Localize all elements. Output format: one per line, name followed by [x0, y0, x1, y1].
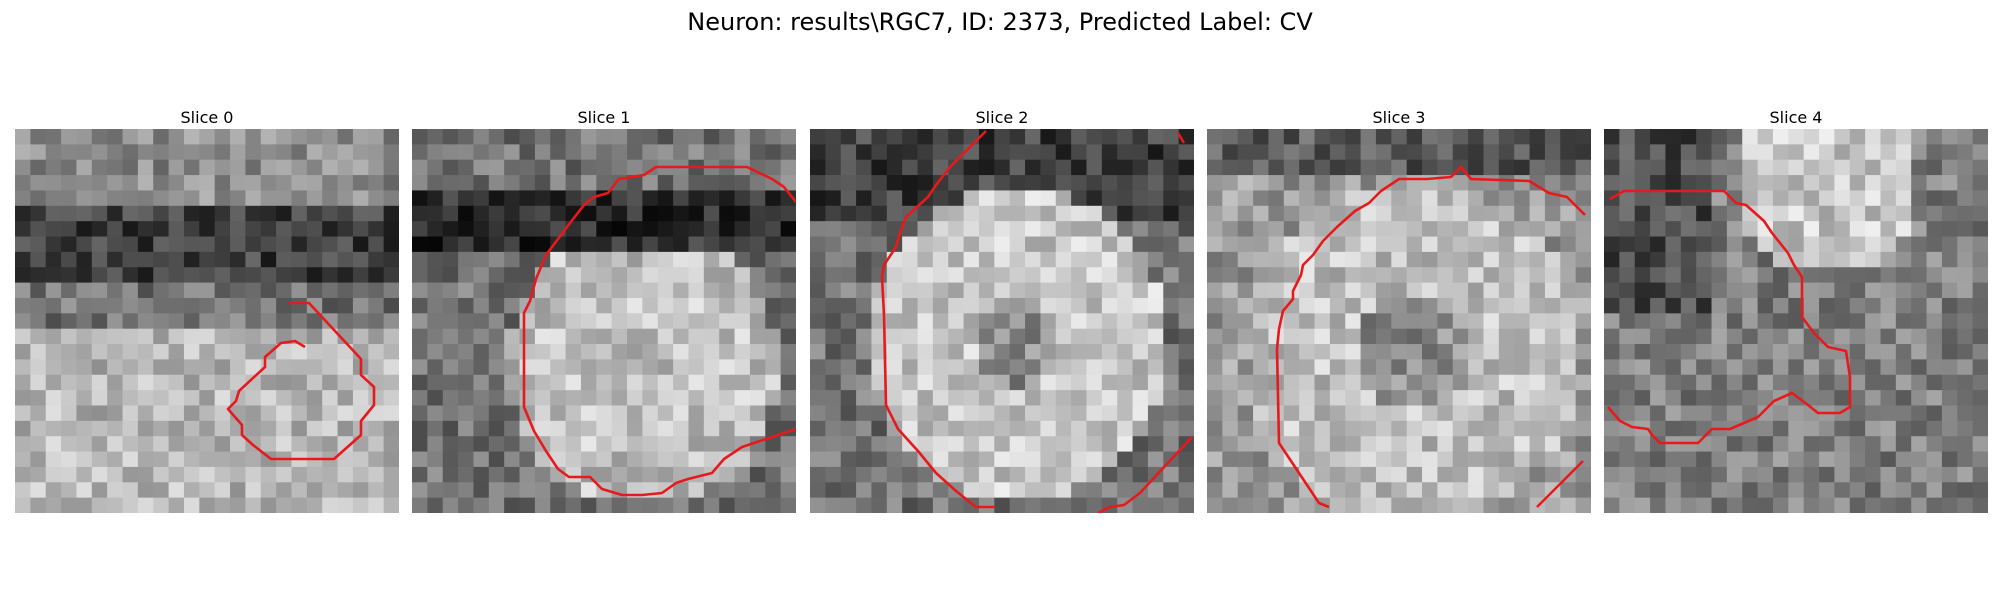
slice-image-0 [15, 129, 399, 513]
contour-line-3b [1536, 460, 1584, 508]
slice-title-4: Slice 4 [1769, 108, 1823, 127]
slice-pixels-1 [412, 129, 796, 513]
slice-panel-3: Slice 3 [1207, 107, 1591, 513]
contour-line-4 [1607, 189, 1852, 445]
contour-line-2c [1097, 436, 1193, 513]
slice-panel-0: Slice 0 [15, 107, 399, 513]
contour-overlay-4 [1607, 189, 1852, 445]
slice-panel-2: Slice 2 [810, 107, 1194, 513]
slice-image-3 [1207, 129, 1591, 513]
slice-pixels-0 [15, 129, 399, 513]
slice-title-2: Slice 2 [975, 108, 1029, 127]
contour-line-2b [1176, 132, 1186, 144]
figure-title: Neuron: results\RGC7, ID: 2373, Predicte… [687, 8, 1313, 36]
contour-line-1 [522, 165, 796, 497]
contour-line-0 [226, 301, 376, 461]
slice-pixels-4 [1604, 129, 1988, 513]
slice-image-1 [412, 129, 796, 513]
contour-line-2a [880, 130, 995, 509]
slice-pixels-3 [1207, 129, 1591, 513]
slice-panel-1: Slice 1 [412, 107, 796, 513]
slice-image-4 [1604, 129, 1988, 513]
contour-line-3a [1275, 165, 1586, 509]
contour-overlay-0 [226, 301, 376, 461]
contour-overlay-3 [1275, 165, 1586, 509]
contour-overlay-2 [880, 130, 1193, 513]
contour-overlay-1 [522, 165, 796, 497]
slice-title-0: Slice 0 [180, 108, 234, 127]
slice-title-1: Slice 1 [577, 108, 631, 127]
slice-image-2 [810, 129, 1194, 513]
slice-panel-4: Slice 4 [1604, 107, 1988, 513]
slice-title-3: Slice 3 [1372, 108, 1426, 127]
